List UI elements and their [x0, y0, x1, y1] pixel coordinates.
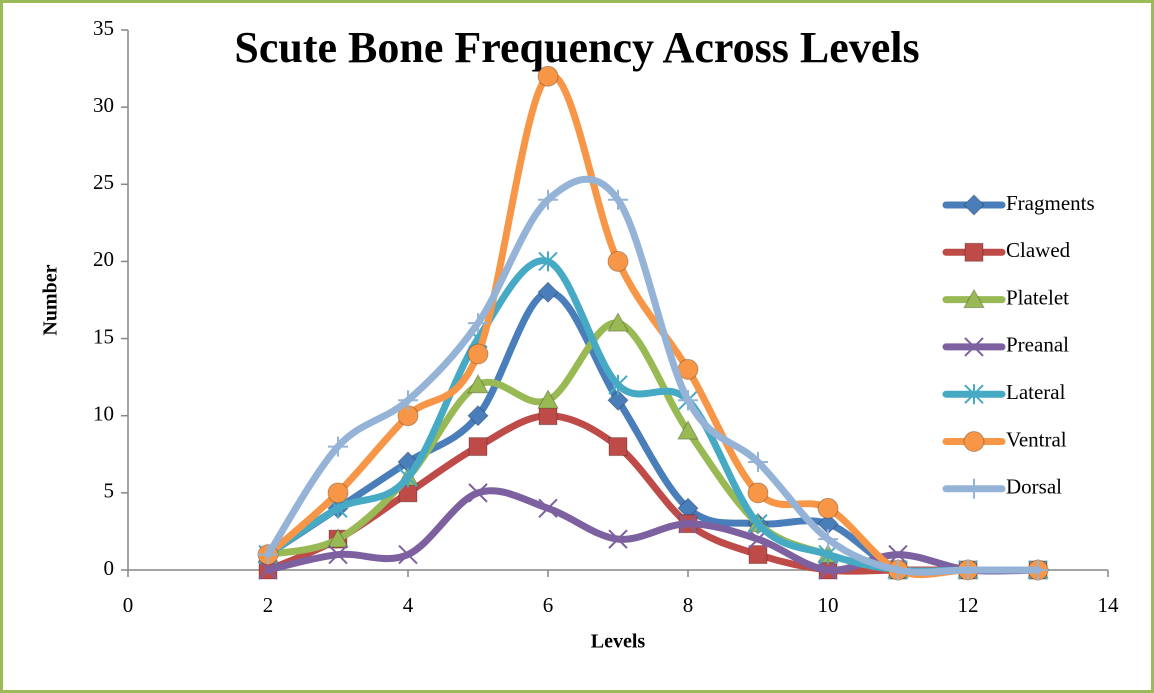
marker: [817, 497, 839, 519]
marker: [958, 560, 978, 580]
marker: [607, 312, 629, 332]
marker: [678, 390, 698, 411]
x-tick-label: 0: [123, 593, 134, 617]
chart-title: Scute Bone Frequency Across Levels: [234, 23, 919, 72]
marker: [537, 389, 559, 409]
x-tick-label: 10: [818, 593, 839, 617]
x-tick-label: 2: [263, 593, 274, 617]
marker: [538, 189, 558, 210]
series-line: [264, 487, 1042, 575]
marker: [467, 343, 489, 365]
x-axis-label: Levels: [591, 631, 646, 653]
marker: [467, 405, 489, 427]
marker: [964, 384, 984, 405]
marker: [467, 373, 489, 394]
marker: [964, 337, 984, 357]
marker: [963, 288, 985, 309]
y-tick-label: 35: [93, 16, 114, 40]
x-tick-label: 12: [958, 593, 979, 617]
marker: [818, 529, 838, 550]
y-tick-label: 20: [93, 247, 114, 271]
marker: [468, 437, 488, 457]
marker: [888, 560, 908, 580]
marker: [328, 436, 348, 457]
x-tick-label: 4: [403, 593, 414, 617]
legend-label: Dorsal: [1006, 475, 1062, 499]
marker: [677, 420, 699, 440]
marker: [964, 478, 984, 499]
y-tick-label: 10: [93, 402, 114, 426]
marker: [963, 194, 985, 216]
y-axis-label: Number: [40, 264, 62, 335]
marker: [678, 514, 698, 534]
marker: [748, 452, 768, 472]
marker: [748, 545, 768, 565]
marker: [537, 281, 559, 303]
marker: [608, 189, 628, 210]
marker: [538, 498, 558, 518]
y-tick-label: 25: [93, 170, 114, 194]
series: [258, 175, 1048, 580]
marker: [748, 513, 768, 534]
marker: [608, 437, 628, 457]
marker: [964, 242, 984, 262]
x-tick-label: 6: [543, 593, 554, 617]
y-tick-label: 15: [93, 324, 114, 348]
marker: [328, 544, 348, 565]
marker: [537, 65, 559, 87]
marker: [608, 529, 628, 549]
marker: [607, 389, 629, 411]
y-tick-label: 30: [93, 93, 114, 117]
marker: [963, 431, 985, 452]
legend-label: Clawed: [1006, 238, 1071, 262]
legend-label: Preanal: [1006, 333, 1069, 357]
marker: [398, 467, 418, 488]
legend-label: Lateral: [1006, 380, 1066, 404]
legend-label: Ventral: [1006, 427, 1067, 451]
marker: [468, 313, 488, 334]
legend-label: Platelet: [1006, 285, 1069, 309]
marker: [258, 560, 278, 580]
x-tick-label: 14: [1098, 593, 1120, 617]
marker: [258, 544, 278, 565]
marker: [538, 251, 558, 272]
marker: [538, 406, 558, 426]
marker: [468, 483, 488, 503]
marker: [888, 544, 908, 565]
x-tick-label: 8: [683, 593, 694, 617]
marker: [608, 374, 628, 395]
marker: [327, 528, 349, 548]
marker: [607, 250, 629, 272]
marker: [398, 390, 418, 411]
legend-label: Fragments: [1006, 191, 1095, 215]
y-tick-label: 5: [104, 479, 115, 503]
marker: [818, 560, 838, 580]
marker: [747, 482, 769, 504]
series-line: [264, 175, 1042, 576]
marker: [327, 482, 349, 504]
marker: [1028, 560, 1048, 580]
y-tick-label: 0: [104, 556, 115, 580]
marker: [398, 544, 418, 565]
